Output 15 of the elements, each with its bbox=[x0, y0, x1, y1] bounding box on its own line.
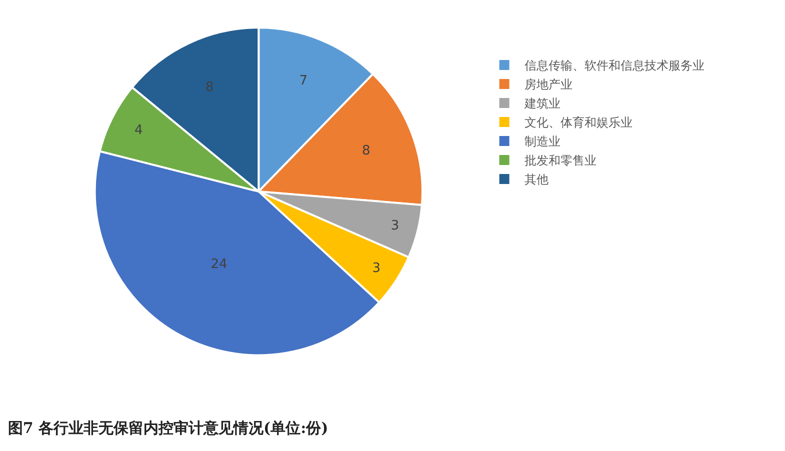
legend-label: 房地产业 bbox=[524, 78, 572, 92]
data-label: 3 bbox=[372, 260, 381, 276]
legend-label: 信息传输、软件和信息技术服务业 bbox=[524, 58, 704, 73]
data-label: 8 bbox=[362, 144, 370, 159]
data-label: 4 bbox=[134, 123, 143, 138]
legend-label: 其他 bbox=[524, 172, 548, 187]
data-label: 8 bbox=[205, 80, 214, 96]
data-label: 7 bbox=[299, 74, 308, 89]
legend-label: 批发和零售业 bbox=[524, 154, 596, 168]
legend-label: 文化、体育和娱乐业 bbox=[524, 116, 632, 130]
legend-label: 建筑业 bbox=[523, 96, 560, 111]
data-label: 24 bbox=[210, 257, 228, 272]
text: 图7 各行业非无保留内控审计意见情况(单位:份) bbox=[8, 418, 328, 437]
data-label: 3 bbox=[390, 218, 400, 234]
legend-label: 制造业 bbox=[524, 134, 560, 149]
